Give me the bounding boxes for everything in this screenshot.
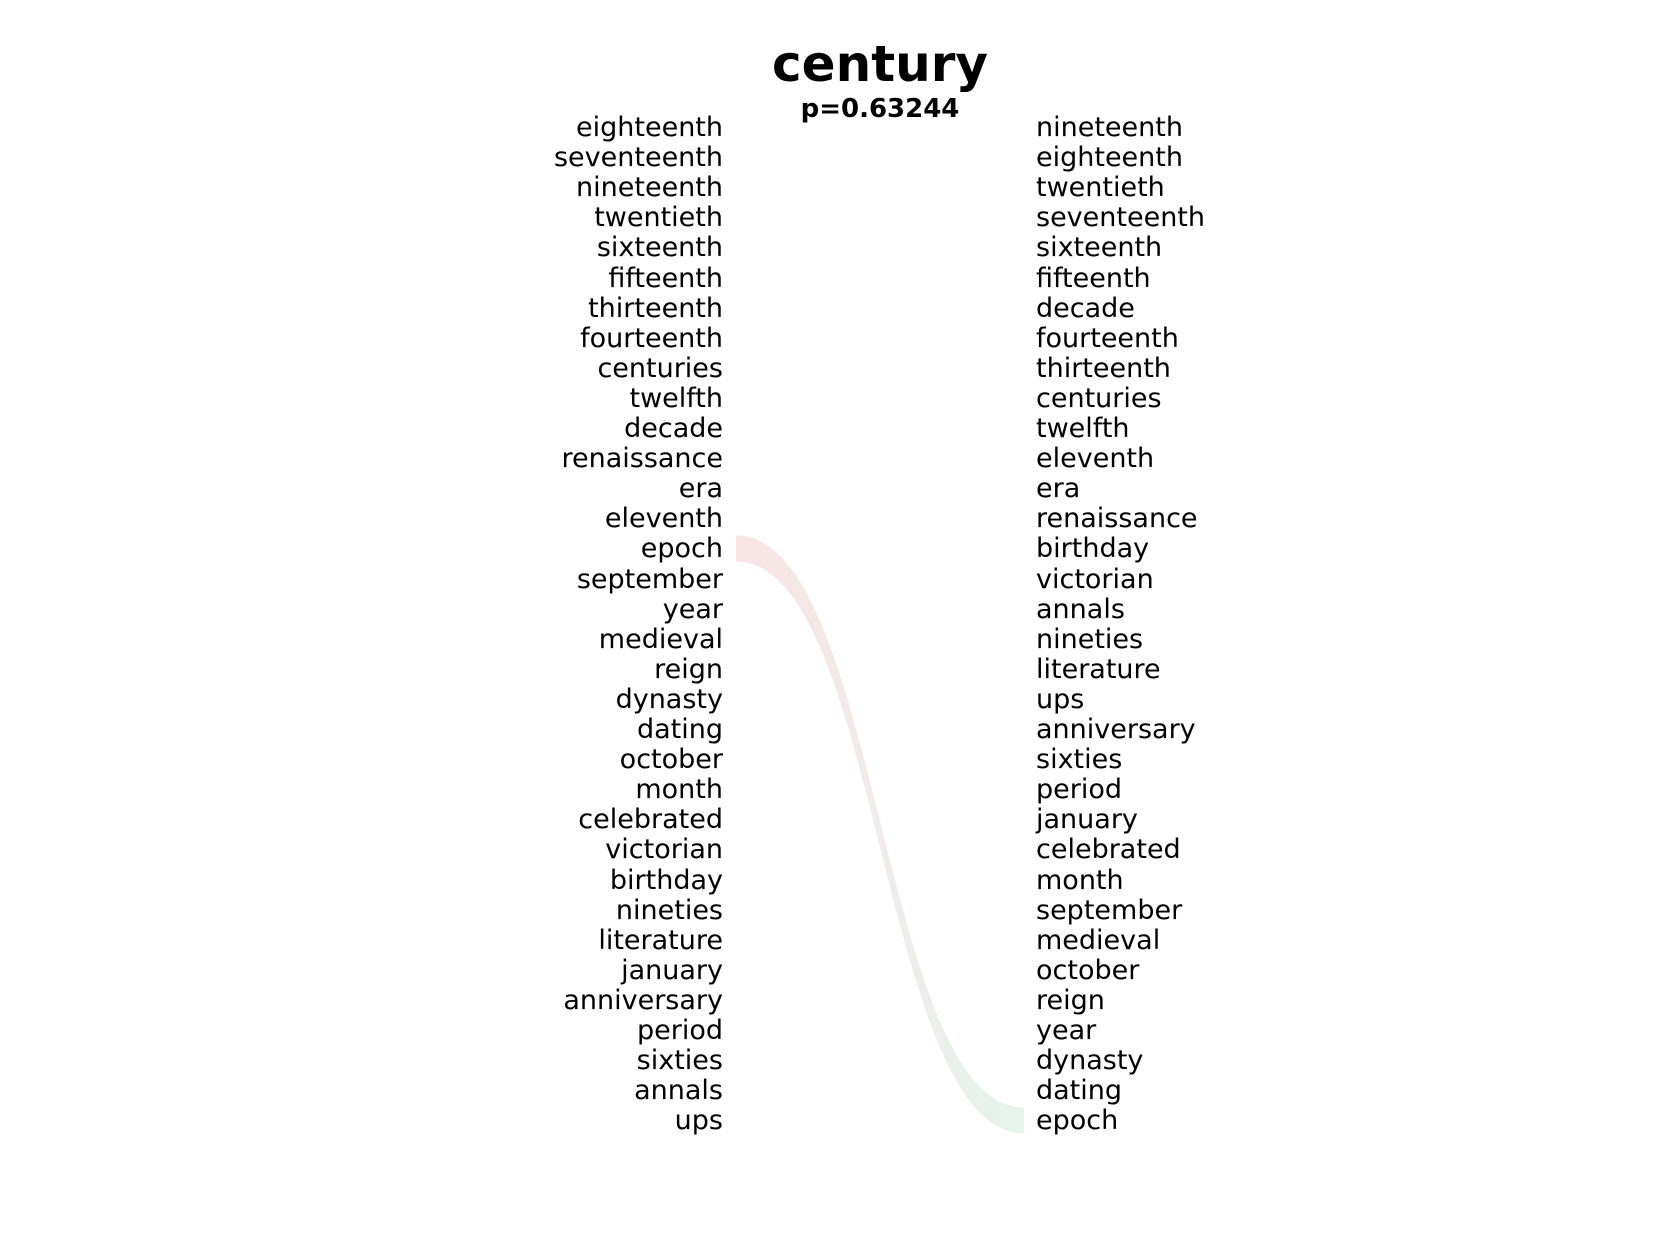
right-word: medieval <box>1036 924 1161 956</box>
right-word: decade <box>1036 292 1135 324</box>
right-word: nineties <box>1036 623 1144 655</box>
right-word: epoch <box>1036 1105 1119 1137</box>
left-word: period <box>636 1015 723 1046</box>
right-word: twelfth <box>1036 413 1130 444</box>
right-word: dating <box>1036 1075 1123 1107</box>
left-word: ups <box>674 1105 723 1137</box>
right-word: centuries <box>1036 382 1162 414</box>
rank-link-epoch <box>736 535 1024 1134</box>
right-word: literature <box>1036 653 1161 685</box>
right-word: reign <box>1036 984 1105 1016</box>
chart-title: century <box>772 35 988 93</box>
right-word: fifteenth <box>1036 262 1151 294</box>
left-word: sixties <box>636 1045 723 1077</box>
right-word: eleventh <box>1036 443 1155 475</box>
right-word: eighteenth <box>1036 142 1183 174</box>
left-word: anniversary <box>563 984 723 1016</box>
left-word: era <box>678 473 723 505</box>
right-word: celebrated <box>1036 834 1181 866</box>
chart-subtitle: p=0.63244 <box>800 94 960 124</box>
left-word: medieval <box>598 623 723 655</box>
left-word: dating <box>636 714 723 745</box>
left-word: birthday <box>609 864 723 896</box>
left-word: literature <box>598 924 723 956</box>
left-word: twelfth <box>629 382 723 414</box>
left-word: dynasty <box>615 683 723 715</box>
left-word: twentieth <box>594 202 723 234</box>
left-word: january <box>621 954 723 986</box>
left-word: sixteenth <box>596 232 723 264</box>
left-word: victorian <box>605 834 723 866</box>
right-word: renaissance <box>1036 503 1198 535</box>
left-word: nineteenth <box>576 172 723 204</box>
right-word: january <box>1036 804 1138 836</box>
right-word: period <box>1036 774 1123 806</box>
right-word: sixties <box>1036 744 1123 776</box>
left-word: seventeenth <box>553 142 723 174</box>
right-word: seventeenth <box>1036 202 1206 234</box>
right-word: ups <box>1036 683 1085 715</box>
left-word: celebrated <box>578 804 723 836</box>
right-word: october <box>1036 954 1140 986</box>
left-word: september <box>576 563 723 595</box>
left-word: decade <box>624 413 723 444</box>
left-word: reign <box>654 653 723 685</box>
right-word: annals <box>1036 593 1125 625</box>
right-word: fourteenth <box>1036 322 1179 354</box>
left-word: eleventh <box>604 503 723 535</box>
right-word: era <box>1036 473 1081 505</box>
right-word: dynasty <box>1036 1045 1144 1077</box>
right-word: year <box>1036 1015 1097 1046</box>
left-word: annals <box>634 1075 723 1107</box>
left-word: year <box>662 593 723 625</box>
right-word: september <box>1036 894 1183 926</box>
left-word: epoch <box>640 533 723 565</box>
left-word: centuries <box>597 352 723 384</box>
left-word: eighteenth <box>576 112 723 143</box>
left-word: fifteenth <box>608 262 723 294</box>
left-word: october <box>619 744 723 776</box>
right-word: sixteenth <box>1036 232 1163 264</box>
right-word: victorian <box>1036 563 1154 595</box>
left-word: month <box>635 774 723 806</box>
left-word: nineties <box>615 894 723 926</box>
right-word: thirteenth <box>1036 352 1171 384</box>
right-word: anniversary <box>1036 714 1196 745</box>
left-word: fourteenth <box>580 322 723 354</box>
right-word: month <box>1036 864 1124 896</box>
right-word: birthday <box>1036 533 1150 565</box>
left-word: renaissance <box>561 443 723 475</box>
right-word: nineteenth <box>1036 112 1183 143</box>
right-word: twentieth <box>1036 172 1165 204</box>
left-word: thirteenth <box>588 292 723 324</box>
